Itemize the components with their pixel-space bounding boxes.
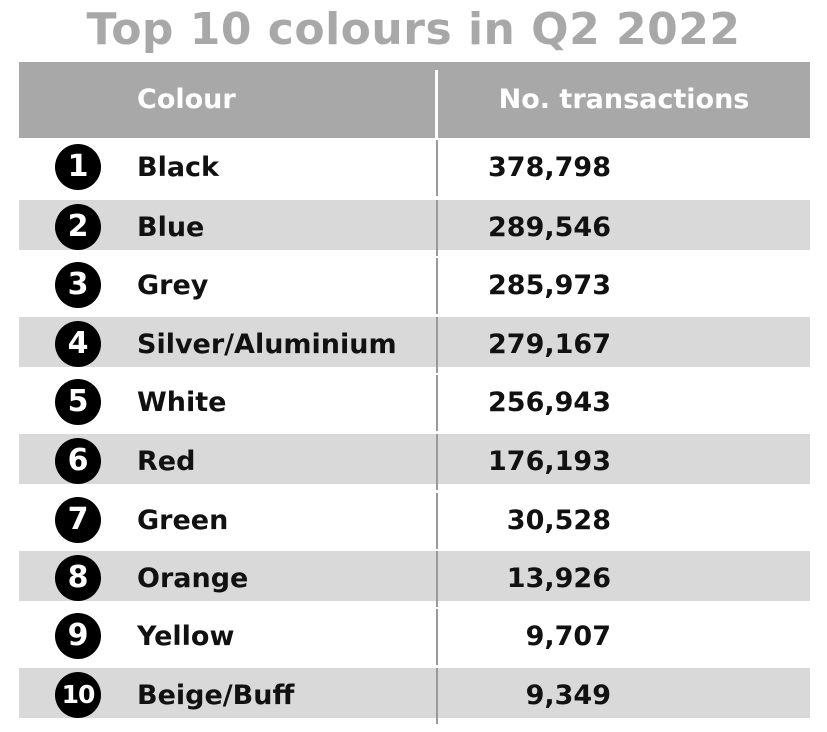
table-header: Colour No. transactions [19,62,810,138]
rank-badge: 6 [55,438,101,484]
rank-badge: 1 [55,144,101,190]
column-divider [436,258,438,314]
transactions-value: 256,943 [488,387,611,418]
transactions-value: 279,167 [488,329,611,360]
rank-badge: 4 [55,321,101,367]
table-row: 6 Red 176,193 [19,434,810,490]
column-divider [436,493,438,549]
colour-name: Green [137,505,229,536]
table-row: 1 Black 378,798 [19,140,810,196]
column-divider [436,375,438,431]
rank-badge: 9 [55,613,101,659]
transactions-value: 289,546 [488,212,611,243]
table-row: 10 Beige/Buff 9,349 [19,668,810,724]
table-row: 8 Orange 13,926 [19,551,810,607]
colours-table: Colour No. transactions 1 Black 378,798 2 Bl… [19,62,810,724]
transactions-value: 285,973 [488,270,611,301]
colour-name: Orange [137,563,249,594]
colour-name: Blue [137,212,205,243]
table-row: 2 Blue 289,546 [19,200,810,256]
colour-name: Grey [137,270,209,301]
table-row: 7 Green 30,528 [19,493,810,549]
column-header-colour: Colour [137,84,236,115]
colour-name: Silver/Aluminium [137,329,397,360]
colour-name: White [137,387,227,418]
chart-title: Top 10 colours in Q2 2022 [86,4,741,55]
column-header-transactions: No. transactions [498,84,750,115]
transactions-value: 9,349 [525,680,611,711]
table-row: 9 Yellow 9,707 [19,609,810,665]
colour-name: Black [137,152,220,183]
column-divider [436,668,438,724]
column-divider [436,317,438,373]
table-row: 3 Grey 285,973 [19,258,810,314]
colour-name: Red [137,446,196,477]
rank-badge: 5 [55,379,101,425]
rank-badge: 10 [55,672,101,718]
transactions-value: 378,798 [488,152,611,183]
transactions-value: 30,528 [506,505,611,536]
colour-name: Beige/Buff [137,680,295,711]
table-row: 4 Silver/Aluminium 279,167 [19,317,810,373]
column-divider [436,434,438,490]
rank-badge: 3 [55,262,101,308]
transactions-value: 176,193 [488,446,611,477]
transactions-value: 9,707 [525,621,611,652]
header-divider [435,70,438,138]
table-row: 5 White 256,943 [19,375,810,431]
rank-badge: 7 [55,497,101,543]
column-divider [436,140,438,196]
rank-badge: 2 [55,204,101,250]
colour-name: Yellow [137,621,235,652]
column-divider [436,609,438,665]
rank-badge: 8 [55,555,101,601]
column-divider [436,551,438,607]
transactions-value: 13,926 [506,563,611,594]
column-divider [436,200,438,256]
